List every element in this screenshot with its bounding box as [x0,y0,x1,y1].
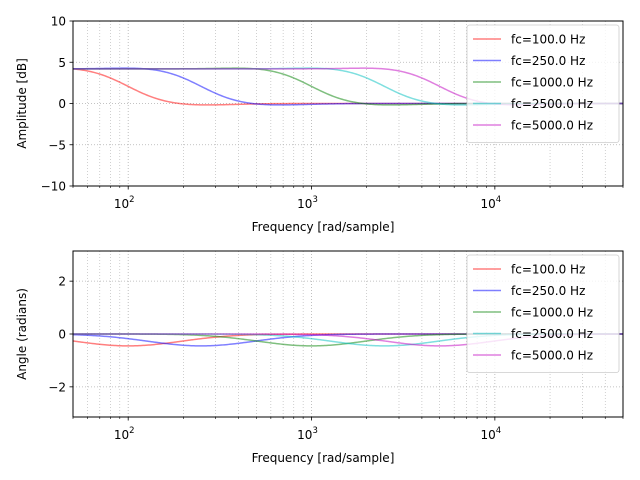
phase-x-axis-label: Frequency [rad/sample] [252,451,395,465]
amplitude-ticks: −10 −5 0 5 10 102 103 104 [41,15,624,211]
y-tick-label: 10 [51,15,66,29]
amplitude-chart: −10 −5 0 5 10 102 103 104 Frequency [rad/sample… [15,15,624,234]
phase-chart: −2 0 2 102 103 104 Frequency [rad/sample] Ang… [15,250,624,465]
y-tick-label: −5 [48,138,66,152]
y-tick-label: −2 [48,380,66,394]
x-tick-label: 102 [114,426,135,442]
legend-entry-label: fc=1000.0 Hz [511,76,593,90]
x-tick-label: 102 [114,195,135,211]
y-tick-label: 0 [58,97,66,111]
legend-entry-label: fc=100.0 Hz [511,33,585,47]
legend-entry-label: fc=250.0 Hz [511,54,585,68]
y-tick-label: 0 [58,328,66,342]
legend-entry-label: fc=100.0 Hz [511,263,585,277]
amplitude-y-axis-label: Amplitude [dB] [15,58,29,149]
amplitude-legend: fc=100.0 Hz fc=250.0 Hz fc=1000.0 Hz fc=250… [466,24,620,143]
legend-entry-label: fc=250.0 Hz [511,284,585,298]
legend-box [466,24,620,143]
legend-box [466,254,620,373]
y-tick-label: 5 [58,56,66,70]
legend-entry-label: fc=2500.0 Hz [511,327,593,341]
legend-entry-label: fc=1000.0 Hz [511,306,593,320]
legend-entry-label: fc=5000.0 Hz [511,349,593,363]
legend-entry-label: fc=2500.0 Hz [511,97,593,111]
legend-entry-label: fc=5000.0 Hz [511,119,593,133]
phase-legend: fc=100.0 Hz fc=250.0 Hz fc=1000.0 Hz fc=250… [466,254,620,373]
y-tick-label: −10 [41,180,66,194]
x-tick-label: 104 [481,426,502,442]
x-tick-label: 103 [297,426,318,442]
amplitude-x-axis-label: Frequency [rad/sample] [252,220,395,234]
phase-ticks: −2 0 2 102 103 104 [48,275,624,442]
y-tick-label: 2 [58,275,66,289]
x-tick-label: 103 [297,195,318,211]
phase-y-axis-label: Angle (radians) [15,288,29,380]
x-tick-label: 104 [481,195,502,211]
